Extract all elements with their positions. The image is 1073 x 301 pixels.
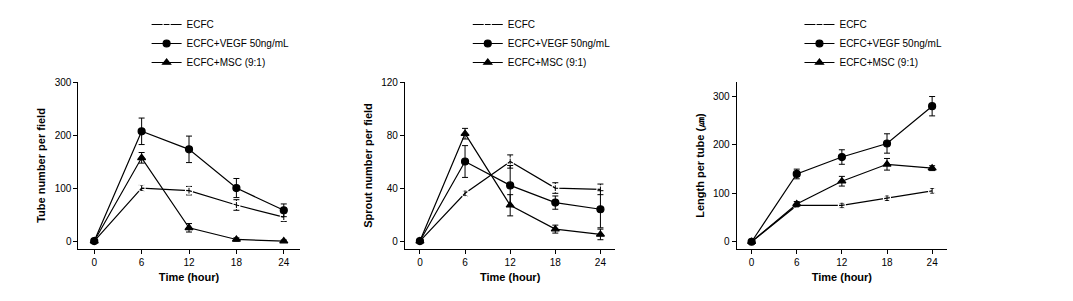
svg-text:6: 6	[794, 257, 800, 268]
svg-text:12: 12	[183, 257, 195, 268]
svg-text:18: 18	[231, 257, 243, 268]
svg-text:120: 120	[381, 77, 398, 88]
svg-text:200: 200	[55, 130, 72, 141]
svg-text:ECFC+VEGF 50ng/mL: ECFC+VEGF 50ng/mL	[508, 38, 610, 49]
svg-text:ECFC+MSC (9:1): ECFC+MSC (9:1)	[508, 57, 587, 68]
svg-text:0: 0	[91, 257, 97, 268]
svg-text:0: 0	[66, 236, 72, 247]
svg-text:100: 100	[713, 188, 730, 199]
svg-text:300: 300	[55, 77, 72, 88]
svg-text:ECFC+VEGF 50ng/mL: ECFC+VEGF 50ng/mL	[187, 38, 289, 49]
svg-text:24: 24	[927, 257, 939, 268]
svg-text:Sprout number per field: Sprout number per field	[362, 103, 374, 228]
svg-text:12: 12	[505, 257, 517, 268]
svg-text:18: 18	[881, 257, 893, 268]
svg-text:300: 300	[713, 91, 730, 102]
svg-text:Time (hour): Time (hour)	[480, 271, 541, 283]
svg-text:Time (hour): Time (hour)	[159, 271, 220, 283]
svg-text:ECFC+MSC (9:1): ECFC+MSC (9:1)	[187, 57, 266, 68]
svg-text:ECFC: ECFC	[187, 19, 214, 30]
svg-text:80: 80	[387, 130, 399, 141]
svg-text:18: 18	[550, 257, 562, 268]
svg-text:40: 40	[387, 183, 399, 194]
svg-text:6: 6	[462, 257, 468, 268]
svg-text:Tube number per field: Tube number per field	[35, 108, 47, 223]
svg-text:24: 24	[278, 257, 290, 268]
svg-text:100: 100	[55, 183, 72, 194]
svg-text:ECFC+MSC (9:1): ECFC+MSC (9:1)	[839, 57, 918, 68]
svg-text:0: 0	[392, 236, 398, 247]
svg-text:ECFC: ECFC	[839, 19, 866, 30]
svg-text:ECFC: ECFC	[508, 19, 535, 30]
svg-text:0: 0	[417, 257, 423, 268]
svg-text:12: 12	[836, 257, 848, 268]
svg-text:0: 0	[724, 236, 730, 247]
svg-text:Length per tube (㎛): Length per tube (㎛)	[694, 113, 706, 218]
svg-text:Time (hour): Time (hour)	[812, 271, 873, 283]
svg-text:6: 6	[139, 257, 145, 268]
svg-text:0: 0	[749, 257, 755, 268]
svg-text:ECFC+VEGF 50ng/mL: ECFC+VEGF 50ng/mL	[839, 38, 941, 49]
svg-text:200: 200	[713, 139, 730, 150]
svg-text:24: 24	[595, 257, 607, 268]
